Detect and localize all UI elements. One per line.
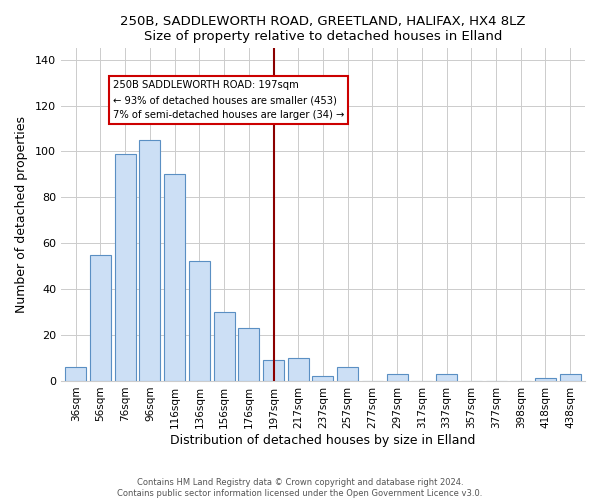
X-axis label: Distribution of detached houses by size in Elland: Distribution of detached houses by size …: [170, 434, 476, 448]
Bar: [90, 254, 111, 380]
Bar: [436, 374, 457, 380]
Bar: [313, 376, 334, 380]
Text: 250B SADDLEWORTH ROAD: 197sqm
← 93% of detached houses are smaller (453)
7% of s: 250B SADDLEWORTH ROAD: 197sqm ← 93% of d…: [113, 80, 344, 120]
Title: 250B, SADDLEWORTH ROAD, GREETLAND, HALIFAX, HX4 8LZ
Size of property relative to: 250B, SADDLEWORTH ROAD, GREETLAND, HALIF…: [120, 15, 526, 43]
Bar: [238, 328, 259, 380]
Bar: [263, 360, 284, 380]
Bar: [189, 262, 210, 380]
Bar: [386, 374, 407, 380]
Bar: [560, 374, 581, 380]
Bar: [139, 140, 160, 380]
Bar: [65, 367, 86, 380]
Bar: [337, 367, 358, 380]
Y-axis label: Number of detached properties: Number of detached properties: [15, 116, 28, 313]
Bar: [115, 154, 136, 380]
Bar: [164, 174, 185, 380]
Bar: [535, 378, 556, 380]
Text: Contains HM Land Registry data © Crown copyright and database right 2024.
Contai: Contains HM Land Registry data © Crown c…: [118, 478, 482, 498]
Bar: [214, 312, 235, 380]
Bar: [288, 358, 309, 380]
